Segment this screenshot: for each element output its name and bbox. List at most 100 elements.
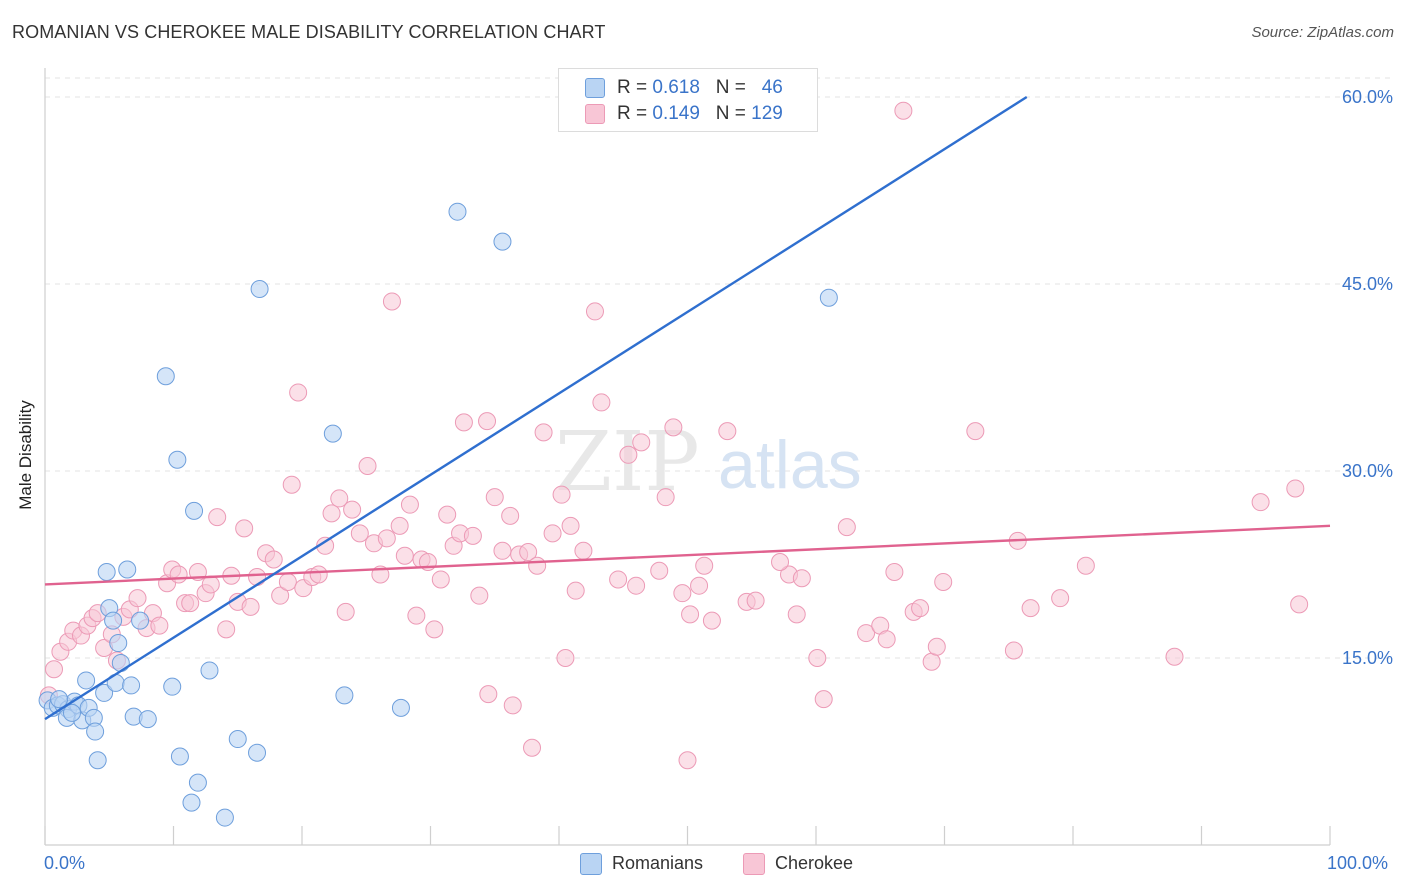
- romanians-point: [109, 634, 128, 653]
- romanians-point: [200, 661, 219, 680]
- cherokee-point: [343, 500, 362, 519]
- romanians-point: [185, 501, 204, 520]
- cherokee-point: [241, 597, 260, 616]
- r-label: R =: [617, 103, 653, 124]
- cherokee-point: [837, 518, 856, 537]
- cherokee-point: [463, 526, 482, 545]
- cherokee-point: [208, 508, 227, 527]
- romanians-point: [335, 686, 354, 705]
- cherokee-point: [894, 101, 913, 120]
- cherokee-point: [44, 660, 63, 679]
- cherokee-point: [235, 519, 254, 538]
- cherokee-point: [695, 556, 714, 575]
- x-tick-label-max: 100.0%: [1327, 853, 1389, 873]
- y-tick-label: 60.0%: [1342, 87, 1393, 107]
- cherokee-point: [1286, 479, 1305, 498]
- cherokee-point: [656, 488, 675, 507]
- cherokee-point: [681, 605, 700, 624]
- grid-lines: [45, 77, 1392, 659]
- romanians-point: [248, 743, 267, 762]
- n-value: 46: [761, 77, 783, 98]
- cherokee-point: [718, 422, 737, 441]
- romanians-point: [170, 747, 189, 766]
- cherokee-point: [543, 524, 562, 543]
- romanians-point: [448, 202, 467, 221]
- romanians-point: [156, 367, 175, 386]
- romanians-point: [250, 279, 269, 298]
- cherokee-point: [792, 569, 811, 588]
- cherokee-series: [39, 101, 1309, 770]
- cherokee-point: [485, 488, 504, 507]
- romanians-point: [138, 710, 157, 729]
- cherokee-point: [574, 541, 593, 560]
- romanians-point: [88, 751, 107, 770]
- cherokee-point: [501, 506, 520, 525]
- cherokee-point: [1165, 647, 1184, 666]
- cherokee-point: [150, 616, 169, 635]
- trend-lines: [44, 95, 1331, 721]
- cherokee-point: [400, 495, 419, 514]
- cherokee-point: [271, 586, 290, 605]
- cherokee-point: [911, 599, 930, 618]
- cherokee-point: [1021, 599, 1040, 618]
- romanians-point: [97, 562, 116, 581]
- cherokee-legend-swatch: [743, 853, 765, 875]
- romanians-point: [168, 450, 187, 469]
- romanians-point: [104, 611, 123, 630]
- cherokee-legend-label: Cherokee: [775, 853, 854, 873]
- cherokee-point: [479, 685, 498, 704]
- cherokee-point: [1076, 556, 1095, 575]
- cherokee-point: [128, 589, 147, 608]
- cherokee-point: [771, 553, 790, 572]
- cherokee-point: [278, 572, 297, 591]
- cherokee-point: [678, 751, 697, 770]
- r-value: 0.618: [652, 77, 700, 98]
- cherokee-point: [808, 649, 827, 667]
- n-value: 129: [751, 103, 783, 124]
- cherokee-point: [814, 690, 833, 709]
- romanians-legend-label: Romanians: [612, 853, 704, 873]
- cherokee-point: [885, 562, 904, 581]
- cherokee-point: [1290, 595, 1309, 614]
- romanians-point: [86, 722, 105, 741]
- romanians-point: [228, 730, 247, 749]
- romanians-point: [188, 773, 207, 792]
- romanians-point: [323, 424, 342, 443]
- cherokee-point: [927, 637, 946, 656]
- cherokee-point: [217, 620, 236, 639]
- watermark: ZIP atlas: [555, 415, 862, 510]
- cherokee-point: [528, 556, 547, 575]
- cherokee-point: [350, 524, 369, 543]
- y-tick-label: 30.0%: [1342, 461, 1393, 481]
- axes: [44, 68, 1331, 846]
- cherokee-point: [746, 591, 765, 610]
- romanians-point: [77, 671, 96, 690]
- cherokee-point: [1004, 641, 1023, 660]
- cherokee-point: [248, 567, 267, 586]
- romanians-series: [38, 202, 838, 827]
- stats-legend: R = 0.618 N = 46 R = 0.149 N = 129: [558, 68, 818, 132]
- cherokee-point: [454, 413, 473, 432]
- cherokee-point: [322, 504, 341, 523]
- r-value: 0.149: [652, 103, 700, 124]
- y-axis-label: Male Disability: [16, 400, 35, 510]
- romanians-point: [819, 288, 838, 307]
- romanians-point: [131, 611, 150, 630]
- cherokee-point: [431, 570, 450, 589]
- cherokee-point: [377, 529, 396, 548]
- cherokee-point: [966, 422, 985, 441]
- y-tick-labels: 15.0% 30.0% 45.0% 60.0%: [1342, 87, 1393, 668]
- r-label: R =: [617, 77, 653, 98]
- watermark-atlas: atlas: [718, 427, 862, 503]
- cherokee-point: [336, 602, 355, 621]
- cherokee-point: [425, 620, 444, 639]
- cherokee-point: [390, 516, 409, 535]
- cherokee-point: [877, 630, 896, 649]
- cherokee-trend-line: [44, 524, 1331, 586]
- romanians-point: [122, 676, 141, 695]
- romanians-point: [493, 232, 512, 251]
- cherokee-point: [592, 393, 611, 412]
- cherokee-point: [282, 475, 301, 494]
- n-label: N =: [715, 77, 752, 98]
